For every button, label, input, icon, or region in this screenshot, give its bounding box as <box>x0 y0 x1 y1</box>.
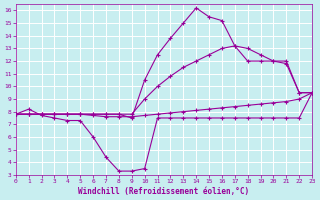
X-axis label: Windchill (Refroidissement éolien,°C): Windchill (Refroidissement éolien,°C) <box>78 187 250 196</box>
